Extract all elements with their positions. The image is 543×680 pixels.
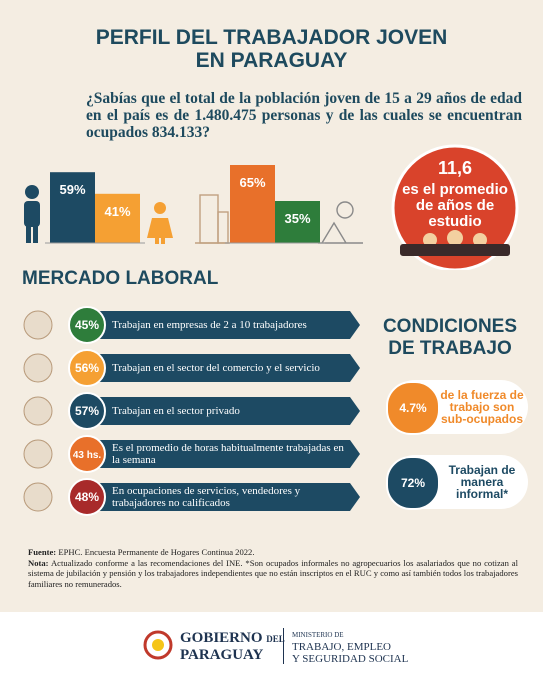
row-text: Trabajan en empresas de 2 a 10 trabajado… xyxy=(112,319,307,331)
source: Fuente: EPHC. Encuesta Permanente de Hog… xyxy=(28,547,518,558)
gobierno: GOBIERNO xyxy=(180,630,263,646)
paraguay: PARAGUAY xyxy=(180,647,264,663)
row-icon xyxy=(23,482,53,512)
ministerio: MINISTERIO DE xyxy=(292,631,344,639)
row-icon xyxy=(23,310,53,340)
woman-icon xyxy=(147,202,173,244)
badge-circle xyxy=(68,349,106,387)
ministry: MINISTERIO DE TRABAJO, EMPLEO Y SEGURIDAD … xyxy=(292,628,408,665)
row-icon xyxy=(23,353,53,383)
bars-area: 59% 41% 65% 35% xyxy=(24,165,363,244)
banner xyxy=(85,483,360,511)
title-line: DE TRABAJO xyxy=(388,338,512,359)
del: DEL xyxy=(266,634,285,644)
bar xyxy=(275,201,320,243)
badge-circle xyxy=(68,435,106,473)
title-line: PERFIL DEL TRABAJADOR JOVEN xyxy=(95,26,448,49)
banner xyxy=(85,440,360,468)
highlight-text: es el promedio de años de estudio xyxy=(402,181,508,230)
banner xyxy=(85,311,360,339)
banner xyxy=(85,354,360,382)
badge: 56% xyxy=(75,361,99,375)
highlight-value: 11,6 xyxy=(438,158,472,178)
source-label: Fuente: xyxy=(28,547,57,557)
trabajo: TRABAJO, EMPLEO xyxy=(292,641,392,653)
divider xyxy=(283,628,284,664)
badge-circle xyxy=(68,478,106,516)
row-icon xyxy=(23,439,53,469)
banner xyxy=(85,397,360,425)
seal xyxy=(143,630,173,660)
city-icon xyxy=(195,194,230,244)
badge: 57% xyxy=(75,404,99,418)
row-text: Trabajan en el sector privado xyxy=(112,405,240,417)
condition-badge: 72% xyxy=(386,456,440,510)
badge: 45% xyxy=(75,318,99,332)
question: ¿Sabías que el total de la población jov… xyxy=(86,90,522,141)
section-title: CONDICIONES DE TRABAJO xyxy=(380,316,520,360)
bar xyxy=(230,165,275,243)
footer: Fuente: EPHC. Encuesta Permanente de Hog… xyxy=(28,547,518,589)
badge: 48% xyxy=(75,490,99,504)
bar-label: 35% xyxy=(284,211,310,226)
bar xyxy=(95,193,140,243)
title-line: EN PARAGUAY xyxy=(195,49,348,72)
badge-circle xyxy=(68,392,106,430)
badge: 43 hs. xyxy=(73,450,102,461)
condition-text: de la fuerza de trabajo son sub-ocupados xyxy=(440,388,524,426)
badge-circle xyxy=(68,306,106,344)
logo-band: GOBIERNO DEL PARAGUAY MINISTERIO DE TRABAJ… xyxy=(0,612,543,680)
row-text: Es el promedio de horas habitualmente tr… xyxy=(112,442,344,466)
note: Nota: Actualizado conforme a las recomen… xyxy=(28,558,518,590)
note-text: Actualizado conforme a las recomendacion… xyxy=(28,557,518,589)
row-text: En ocupaciones de servicios, vendedores … xyxy=(112,485,301,509)
bar-label: 59% xyxy=(59,182,85,197)
bar-label: 65% xyxy=(239,175,265,190)
title-line: CONDICIONES xyxy=(382,316,518,337)
students-icon xyxy=(400,230,510,256)
man-icon xyxy=(24,185,40,243)
section-title: MERCADO LABORAL xyxy=(22,268,219,289)
condition-badge: 4.7% xyxy=(386,381,440,435)
row-icon xyxy=(23,396,53,426)
row-text: Trabajan en el sector del comercio y el … xyxy=(112,362,320,374)
source-text: EPHC. Encuesta Permanente de Hogares Con… xyxy=(58,547,255,557)
note-label: Nota: xyxy=(28,557,49,568)
seguridad: Y SEGURIDAD SOCIAL xyxy=(292,653,409,665)
gov-name: GOBIERNO DEL PARAGUAY xyxy=(180,630,285,663)
condition-text: Trabajan de manera informal* xyxy=(448,463,516,501)
highlight-circle: 11,6 xyxy=(391,144,519,270)
rural-icon xyxy=(318,201,363,244)
bar xyxy=(50,172,95,243)
bar-label: 41% xyxy=(104,204,130,219)
rows: 45% 56% 57% 43 hs. 48% xyxy=(23,306,360,516)
